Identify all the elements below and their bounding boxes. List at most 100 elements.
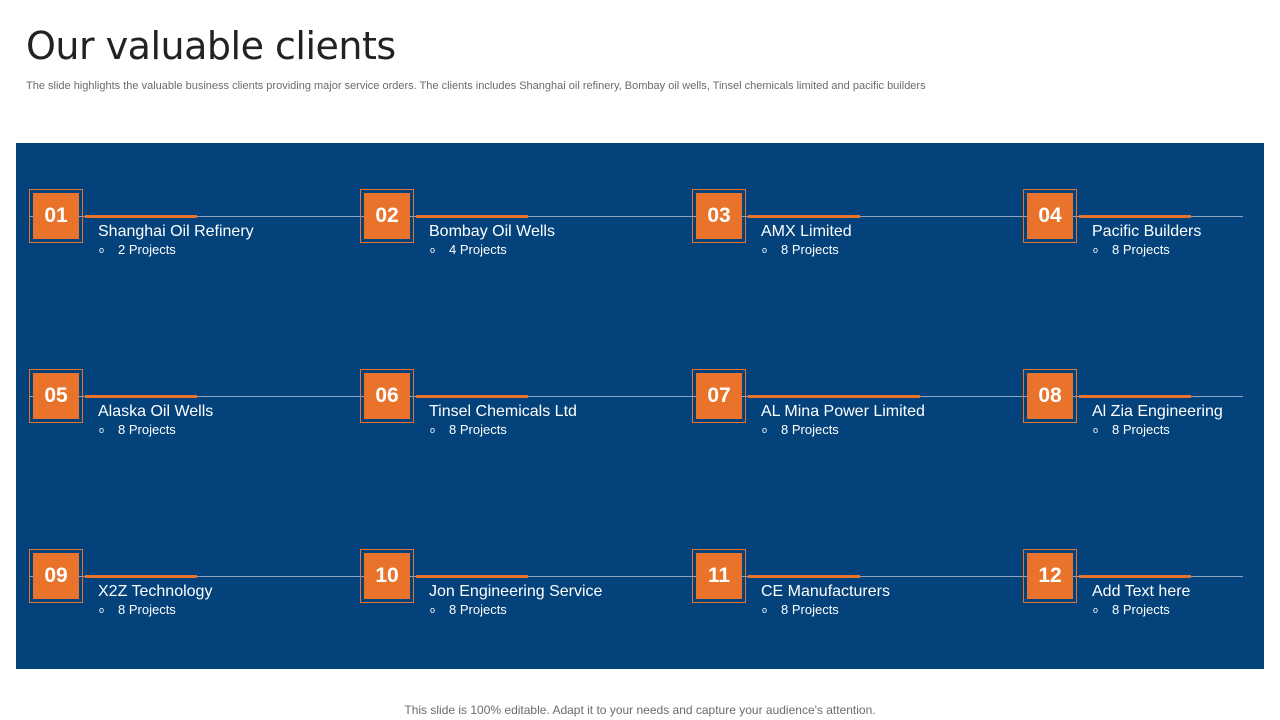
number-badge-frame bbox=[692, 189, 746, 243]
bullet-icon: o bbox=[99, 245, 105, 255]
client-number: 06 bbox=[364, 373, 410, 419]
client-card: 01 Shanghai Oil Refinery o 2 Projects bbox=[29, 189, 259, 259]
client-projects-label: 8 Projects bbox=[781, 602, 839, 617]
number-badge-frame bbox=[1023, 189, 1077, 243]
number-badge-frame bbox=[29, 369, 83, 423]
client-projects: o 8 Projects bbox=[761, 422, 839, 438]
client-card: 12 Add Text here o 8 Projects bbox=[1023, 549, 1253, 619]
row-divider-line bbox=[29, 576, 1243, 577]
accent-line bbox=[416, 575, 528, 578]
bullet-icon: o bbox=[430, 605, 436, 615]
client-card: 11 CE Manufacturers o 8 Projects bbox=[692, 549, 922, 619]
accent-line bbox=[85, 395, 197, 398]
number-badge-frame bbox=[360, 549, 414, 603]
client-card: 02 Bombay Oil Wells o 4 Projects bbox=[360, 189, 590, 259]
client-name: Pacific Builders bbox=[1092, 223, 1202, 240]
bullet-icon: o bbox=[762, 425, 768, 435]
client-name: AMX Limited bbox=[761, 223, 852, 240]
client-projects-label: 8 Projects bbox=[1112, 602, 1170, 617]
client-number: 04 bbox=[1027, 193, 1073, 239]
accent-line bbox=[85, 215, 197, 218]
client-number: 01 bbox=[33, 193, 79, 239]
client-projects: o 8 Projects bbox=[98, 422, 176, 438]
number-badge-frame bbox=[692, 369, 746, 423]
page-subtitle: The slide highlights the valuable busine… bbox=[26, 80, 926, 92]
number-badge-frame bbox=[692, 549, 746, 603]
accent-line bbox=[1079, 395, 1191, 398]
accent-line bbox=[416, 215, 528, 218]
bullet-icon: o bbox=[430, 425, 436, 435]
client-projects-label: 8 Projects bbox=[118, 422, 176, 437]
client-card: 07 AL Mina Power Limited o 8 Projects bbox=[692, 369, 925, 439]
footer-note: This slide is 100% editable. Adapt it to… bbox=[404, 703, 876, 717]
client-projects-label: 8 Projects bbox=[781, 422, 839, 437]
client-projects-label: 2 Projects bbox=[118, 242, 176, 257]
client-number: 10 bbox=[364, 553, 410, 599]
client-name: Bombay Oil Wells bbox=[429, 223, 555, 240]
bullet-icon: o bbox=[762, 245, 768, 255]
row-divider-line bbox=[29, 396, 1243, 397]
client-projects-label: 8 Projects bbox=[1112, 422, 1170, 437]
accent-line bbox=[748, 575, 860, 578]
client-card: 06 Tinsel Chemicals Ltd o 8 Projects bbox=[360, 369, 590, 439]
client-card: 03 AMX Limited o 8 Projects bbox=[692, 189, 922, 259]
client-number: 07 bbox=[696, 373, 742, 419]
client-projects: o 8 Projects bbox=[429, 422, 507, 438]
client-projects: o 8 Projects bbox=[1092, 422, 1170, 438]
accent-line bbox=[416, 395, 528, 398]
bullet-icon: o bbox=[1093, 605, 1099, 615]
bullet-icon: o bbox=[99, 605, 105, 615]
client-name: Shanghai Oil Refinery bbox=[98, 223, 254, 240]
clients-panel: 01 Shanghai Oil Refinery o 2 Projects 02 … bbox=[16, 143, 1264, 669]
client-name: AL Mina Power Limited bbox=[761, 403, 925, 420]
client-name: Tinsel Chemicals Ltd bbox=[429, 403, 577, 420]
number-badge-frame bbox=[29, 189, 83, 243]
client-card: 04 Pacific Builders o 8 Projects bbox=[1023, 189, 1253, 259]
number-badge-frame bbox=[360, 189, 414, 243]
client-card: 10 Jon Engineering Service o 8 Projects bbox=[360, 549, 602, 619]
client-name: X2Z Technology bbox=[98, 583, 213, 600]
client-number: 05 bbox=[33, 373, 79, 419]
bullet-icon: o bbox=[1093, 245, 1099, 255]
number-badge-frame bbox=[1023, 369, 1077, 423]
client-projects: o 4 Projects bbox=[429, 242, 507, 258]
client-projects-label: 8 Projects bbox=[449, 602, 507, 617]
number-badge-frame bbox=[29, 549, 83, 603]
bullet-icon: o bbox=[1093, 425, 1099, 435]
client-name: Alaska Oil Wells bbox=[98, 403, 214, 420]
client-number: 09 bbox=[33, 553, 79, 599]
client-name: Add Text here bbox=[1092, 583, 1191, 600]
accent-line bbox=[1079, 575, 1191, 578]
client-card: 08 Al Zia Engineering o 8 Projects bbox=[1023, 369, 1253, 439]
client-projects: o 8 Projects bbox=[761, 242, 839, 258]
client-projects-label: 8 Projects bbox=[1112, 242, 1170, 257]
accent-line bbox=[85, 575, 197, 578]
client-projects: o 8 Projects bbox=[98, 602, 176, 618]
client-number: 12 bbox=[1027, 553, 1073, 599]
accent-line bbox=[748, 395, 920, 398]
accent-line bbox=[1079, 215, 1191, 218]
row-divider-line bbox=[29, 216, 1243, 217]
client-projects: o 2 Projects bbox=[98, 242, 176, 258]
client-card: 09 X2Z Technology o 8 Projects bbox=[29, 549, 259, 619]
number-badge-frame bbox=[1023, 549, 1077, 603]
client-projects-label: 4 Projects bbox=[449, 242, 507, 257]
client-name: Jon Engineering Service bbox=[429, 583, 603, 600]
client-projects: o 8 Projects bbox=[1092, 602, 1170, 618]
client-projects-label: 8 Projects bbox=[449, 422, 507, 437]
client-name: Al Zia Engineering bbox=[1092, 403, 1223, 420]
client-number: 11 bbox=[696, 553, 742, 599]
number-badge-frame bbox=[360, 369, 414, 423]
client-card: 05 Alaska Oil Wells o 8 Projects bbox=[29, 369, 259, 439]
page-title: Our valuable clients bbox=[26, 24, 396, 68]
bullet-icon: o bbox=[762, 605, 768, 615]
accent-line bbox=[748, 215, 860, 218]
client-projects-label: 8 Projects bbox=[118, 602, 176, 617]
client-projects: o 8 Projects bbox=[761, 602, 839, 618]
client-number: 08 bbox=[1027, 373, 1073, 419]
client-projects-label: 8 Projects bbox=[781, 242, 839, 257]
bullet-icon: o bbox=[430, 245, 436, 255]
client-projects: o 8 Projects bbox=[1092, 242, 1170, 258]
client-name: CE Manufacturers bbox=[761, 583, 890, 600]
client-projects: o 8 Projects bbox=[429, 602, 507, 618]
